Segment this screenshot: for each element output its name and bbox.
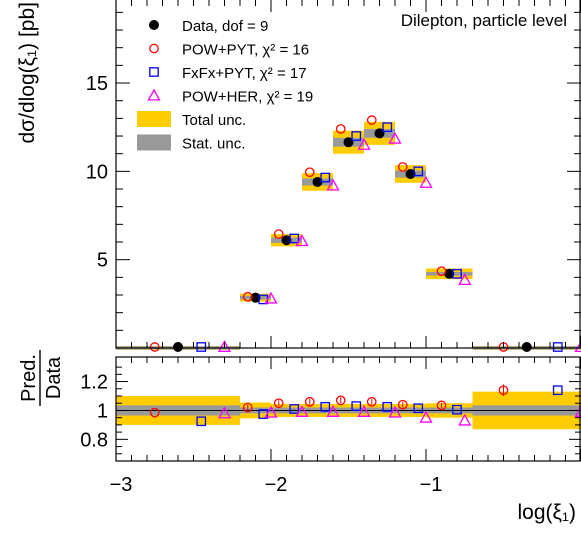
ratio-y-label-denominator: Data <box>43 356 65 399</box>
x-tick-label-0: −3 <box>110 474 133 496</box>
legend: Data, dof = 9 POW+PYT, χ² = 16 FxFx+PYT, χ… <box>137 18 313 153</box>
legend-label-2: FxFx+PYT, χ² = 17 <box>182 65 307 82</box>
legend-marker-3 <box>149 90 160 100</box>
top-uncertainty-bands <box>116 122 581 350</box>
legend-marker-2 <box>150 68 158 76</box>
chart-annotation: Dilepton, particle level <box>401 11 567 30</box>
x-axis-label: log(ξ₁) <box>518 501 577 524</box>
top-y-tick-label-1: 10 <box>86 161 108 183</box>
legend-label-0: Data, dof = 9 <box>182 18 268 35</box>
legend-swatch-5 <box>137 135 171 151</box>
x-tick-label-2: −1 <box>420 474 443 496</box>
legend-swatch-4 <box>137 111 171 127</box>
x-tick-label-1: −2 <box>265 474 288 496</box>
ratio-uncertainty-bands <box>116 392 581 430</box>
ratio-y-tick-label-1: 1 <box>97 400 108 422</box>
legend-label-4: Total unc. <box>182 112 246 129</box>
legend-marker-0 <box>149 20 159 30</box>
legend-marker-1 <box>150 44 158 52</box>
data-point-8 <box>522 342 532 352</box>
legend-label-3: POW+HER, χ² = 19 <box>182 89 313 106</box>
ratio-y-label-numerator: Pred. <box>18 354 40 402</box>
top-y-tick-label-0: 5 <box>97 250 108 272</box>
ratio-y-tick-label-2: 1.2 <box>80 372 108 394</box>
top-y-axis-label: dσ/dlog(ξ₁) [pb] <box>16 2 39 144</box>
top-y-tick-label-2: 15 <box>86 73 108 95</box>
legend-label-5: Stat. unc. <box>182 136 245 153</box>
legend-label-1: POW+PYT, χ² = 16 <box>182 42 309 59</box>
ratio-y-tick-label-0: 0.8 <box>80 429 108 451</box>
